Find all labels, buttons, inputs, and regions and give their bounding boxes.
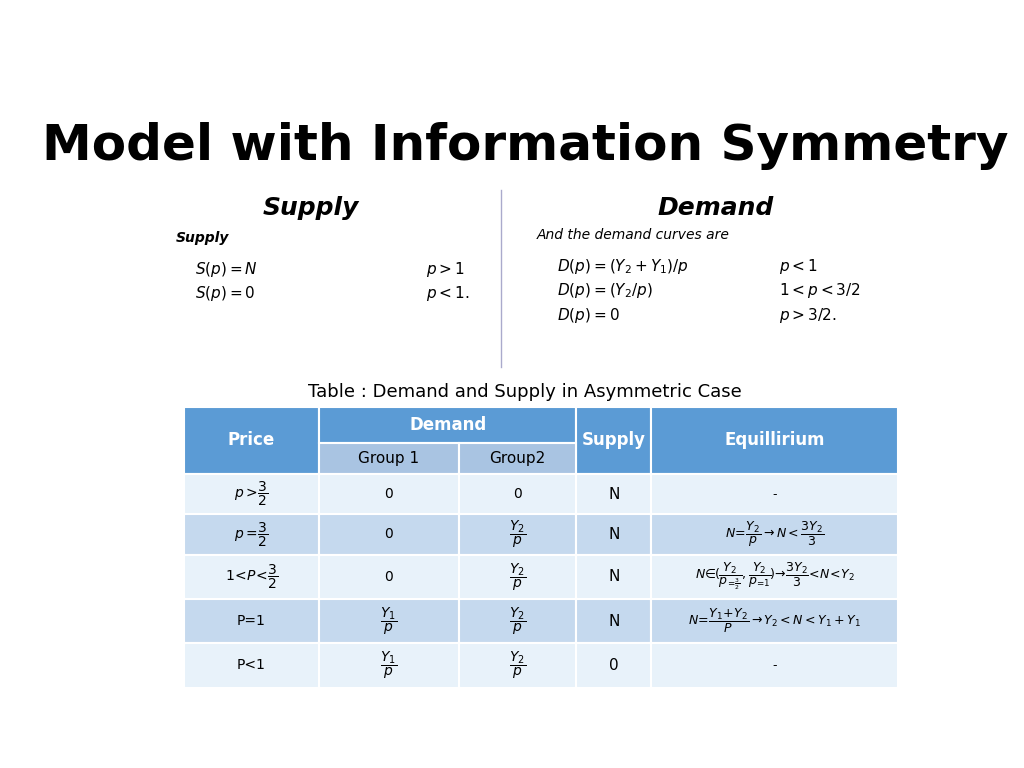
Text: $N \!\in\! \!(\dfrac{Y_2}{p_{\!=\!\frac{3}{2}}}, \dfrac{Y_2}{p_{\!=\!1}}\!) \!\r: $N \!\in\! \!(\dfrac{Y_2}{p_{\!=\!\frac{… (694, 561, 854, 592)
FancyBboxPatch shape (651, 644, 898, 687)
FancyBboxPatch shape (183, 407, 319, 474)
FancyBboxPatch shape (183, 554, 319, 599)
Text: $p<1.$: $p<1.$ (426, 284, 469, 303)
Text: $D(p)  =  (Y_2+Y_1)/p$: $D(p) = (Y_2+Y_1)/p$ (557, 257, 688, 276)
Text: Price: Price (227, 432, 275, 449)
FancyBboxPatch shape (459, 515, 577, 554)
FancyBboxPatch shape (459, 474, 577, 515)
FancyBboxPatch shape (459, 443, 577, 474)
Text: $p>1$: $p>1$ (426, 260, 464, 279)
FancyBboxPatch shape (651, 515, 898, 554)
FancyBboxPatch shape (319, 554, 459, 599)
Text: Demand: Demand (410, 416, 486, 434)
FancyBboxPatch shape (183, 515, 319, 554)
FancyBboxPatch shape (651, 599, 898, 644)
Text: $\dfrac{Y_2}{p}$: $\dfrac{Y_2}{p}$ (509, 605, 526, 637)
Text: Demand: Demand (657, 196, 773, 220)
Text: Group 1: Group 1 (358, 452, 420, 466)
FancyBboxPatch shape (183, 474, 319, 515)
Text: $\dfrac{Y_2}{p}$: $\dfrac{Y_2}{p}$ (509, 518, 526, 551)
Text: $p>3/2.$: $p>3/2.$ (779, 306, 837, 325)
FancyBboxPatch shape (577, 554, 651, 599)
FancyBboxPatch shape (651, 407, 898, 474)
Text: 0: 0 (513, 487, 522, 502)
Text: P<1: P<1 (237, 658, 266, 673)
Text: $1<p<3/2$: $1<p<3/2$ (779, 281, 860, 300)
Text: 0: 0 (609, 658, 618, 673)
Text: $1\!<\!P\!<\!\dfrac{3}{2}$: $1\!<\!P\!<\!\dfrac{3}{2}$ (225, 563, 278, 591)
Text: $S(p) = N$: $S(p) = N$ (196, 260, 258, 279)
Text: 0: 0 (385, 528, 393, 541)
Text: -: - (772, 488, 777, 501)
Text: 0: 0 (385, 570, 393, 584)
FancyBboxPatch shape (577, 474, 651, 515)
FancyBboxPatch shape (319, 515, 459, 554)
Text: Group2: Group2 (489, 452, 546, 466)
Text: N: N (608, 487, 620, 502)
FancyBboxPatch shape (577, 515, 651, 554)
Text: -: - (772, 659, 777, 672)
Text: And the demand curves are: And the demand curves are (537, 228, 729, 242)
Text: $D(p)  =  (Y_2/p)$: $D(p) = (Y_2/p)$ (557, 281, 652, 300)
Text: Equillirium: Equillirium (724, 432, 825, 449)
Text: $S(p) = 0$: $S(p) = 0$ (196, 284, 256, 303)
FancyBboxPatch shape (319, 474, 459, 515)
FancyBboxPatch shape (459, 554, 577, 599)
FancyBboxPatch shape (577, 644, 651, 687)
Text: Table : Demand and Supply in Asymmetric Case: Table : Demand and Supply in Asymmetric … (308, 383, 741, 401)
FancyBboxPatch shape (651, 474, 898, 515)
Text: N: N (608, 527, 620, 542)
Text: $\dfrac{Y_2}{p}$: $\dfrac{Y_2}{p}$ (509, 650, 526, 681)
Text: N: N (608, 569, 620, 584)
FancyBboxPatch shape (577, 599, 651, 644)
Text: $p<1$: $p<1$ (779, 257, 817, 276)
FancyBboxPatch shape (319, 599, 459, 644)
FancyBboxPatch shape (651, 554, 898, 599)
Text: P=1: P=1 (237, 614, 266, 628)
FancyBboxPatch shape (459, 644, 577, 687)
FancyBboxPatch shape (319, 443, 459, 474)
FancyBboxPatch shape (319, 644, 459, 687)
Text: Model with Information Symmetry: Model with Information Symmetry (42, 121, 1008, 170)
Text: 0: 0 (385, 487, 393, 502)
Text: $N\!=\!\dfrac{Y_2}{p} \rightarrow N < \dfrac{3Y_2}{3}$: $N\!=\!\dfrac{Y_2}{p} \rightarrow N < \d… (725, 520, 824, 549)
FancyBboxPatch shape (183, 599, 319, 644)
Text: $\dfrac{Y_1}{p}$: $\dfrac{Y_1}{p}$ (380, 605, 397, 637)
Text: $\dfrac{Y_2}{p}$: $\dfrac{Y_2}{p}$ (509, 561, 526, 593)
Text: $D(p)  =  0$: $D(p) = 0$ (557, 306, 620, 325)
Text: $p>\!\dfrac{3}{2}$: $p>\!\dfrac{3}{2}$ (234, 480, 268, 508)
Text: $p=\!\dfrac{3}{2}$: $p=\!\dfrac{3}{2}$ (234, 521, 268, 548)
Text: Supply: Supply (582, 432, 646, 449)
Text: Supply: Supply (176, 231, 229, 245)
FancyBboxPatch shape (319, 407, 577, 443)
FancyBboxPatch shape (183, 644, 319, 687)
FancyBboxPatch shape (459, 599, 577, 644)
Text: $\dfrac{Y_1}{p}$: $\dfrac{Y_1}{p}$ (380, 650, 397, 681)
FancyBboxPatch shape (577, 407, 651, 474)
Text: $N\!=\!\dfrac{Y_1\!+\!Y_2}{P} \rightarrow Y_2 < N < Y_1 + Y_1$: $N\!=\!\dfrac{Y_1\!+\!Y_2}{P} \rightarro… (688, 607, 861, 635)
Text: Supply: Supply (262, 196, 358, 220)
Text: N: N (608, 614, 620, 629)
